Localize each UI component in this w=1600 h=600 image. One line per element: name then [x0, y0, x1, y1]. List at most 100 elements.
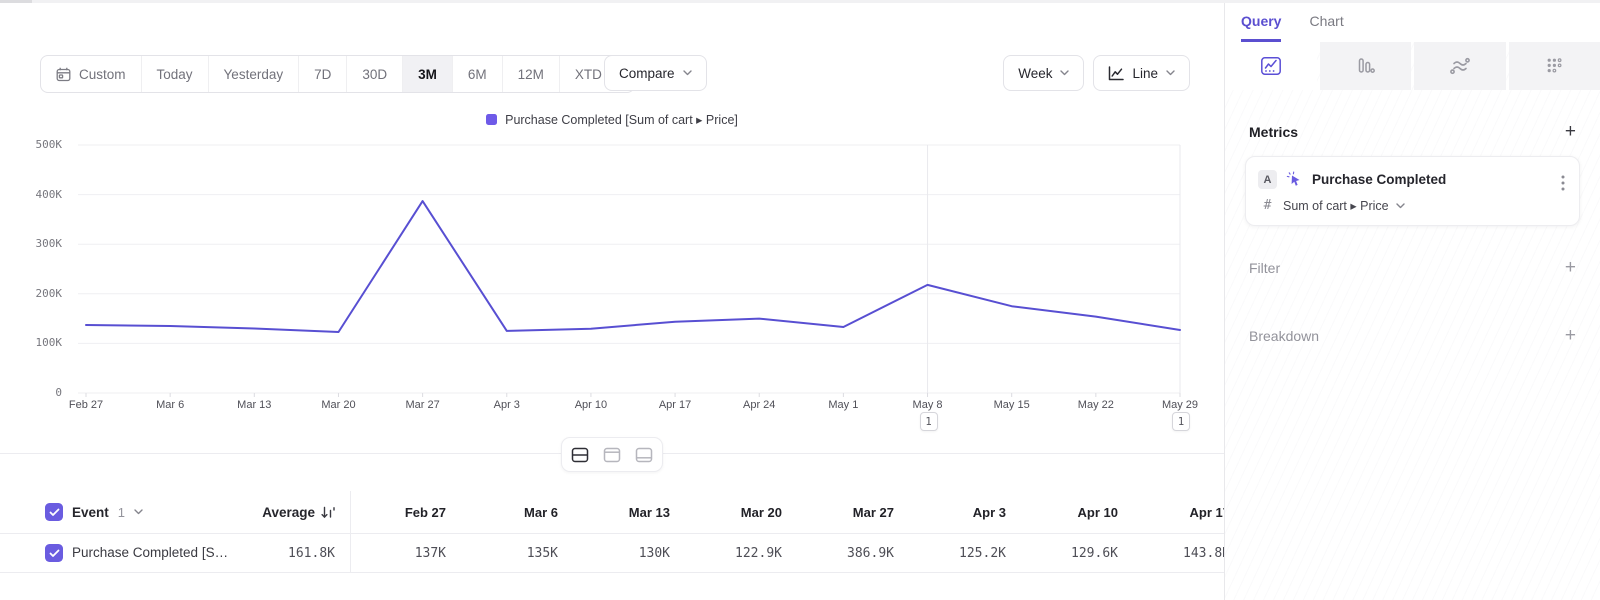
range-today[interactable]: Today: [140, 56, 208, 92]
table-only-view-button[interactable]: [629, 441, 659, 468]
breakdown-table: Event 1 Average Feb 27 Mar 6 Mar 13 Mar 20 M…: [0, 453, 1224, 573]
range-label: Custom: [79, 66, 126, 82]
tab-query[interactable]: Query: [1241, 0, 1282, 42]
chevron-down-icon: [1395, 202, 1405, 208]
flow-chart-tab[interactable]: [1414, 42, 1506, 90]
date-value-cell: 143.8K: [1183, 545, 1224, 561]
legend-swatch: [486, 114, 498, 125]
range-label: Yesterday: [223, 66, 284, 82]
add-breakdown-button[interactable]: +: [1564, 325, 1576, 346]
metrics-section-header: Metrics +: [1249, 121, 1576, 142]
metric-name: Purchase Completed: [1312, 172, 1447, 187]
date-column-header[interactable]: Mar 13: [628, 504, 670, 520]
date-column-header[interactable]: Feb 27: [404, 504, 446, 520]
range-label: 7D: [314, 66, 332, 82]
range-label: 6M: [467, 66, 487, 82]
y-axis-tick-label: 200K: [35, 286, 63, 300]
tab-chart-label: Chart: [1309, 12, 1344, 29]
select-all-checkbox[interactable]: [45, 503, 63, 521]
x-axis-tick-label: Apr 24: [743, 399, 776, 411]
range-label: Today: [156, 66, 193, 82]
date-column-header[interactable]: Apr 17: [1189, 504, 1224, 520]
date-values-row: 137K 135K 130K 122.9K 386.9K 125.2K 129.6K 143.…: [350, 534, 1224, 572]
interval-dropdown[interactable]: Week: [1003, 55, 1085, 91]
y-axis-tick-label: 500K: [35, 138, 63, 151]
series-name: Purchase Completed [Sum of cart ▸ Price]: [72, 545, 230, 560]
metric-options-button[interactable]: [1559, 173, 1567, 196]
legend-series-label: Purchase Completed [Sum of cart ▸ Price]: [505, 113, 738, 127]
table-row[interactable]: Purchase Completed [Sum of cart ▸ Price]…: [0, 534, 1224, 573]
retention-grid-tab[interactable]: [1508, 42, 1600, 90]
compare-label: Compare: [619, 65, 675, 81]
insights-chart-tab[interactable]: [1225, 42, 1317, 90]
x-axis-tick-label: May 1: [828, 399, 859, 411]
tab-query-label: Query: [1241, 12, 1282, 29]
date-columns-header: Feb 27 Mar 6 Mar 13 Mar 20 Mar 27 Apr 3 Apr 10…: [350, 491, 1224, 533]
chevron-down-icon: [1060, 70, 1070, 76]
date-value-cell: 386.9K: [847, 545, 894, 561]
y-axis-tick-label: 400K: [35, 187, 63, 201]
table-only-view-icon: [635, 447, 653, 462]
date-range-selector: Custom Today Yesterday 7D 30D 3M 6M 12M XTD: [40, 55, 635, 93]
range-6m[interactable]: 6M: [451, 56, 502, 92]
compare-button[interactable]: Compare: [604, 55, 707, 91]
y-axis-tick-label: 0: [55, 386, 62, 399]
range-label: 30D: [362, 66, 388, 82]
interval-label: Week: [1018, 65, 1053, 81]
date-value-cell: 122.9K: [735, 545, 782, 561]
average-header-cell[interactable]: Average: [230, 505, 350, 520]
breakdown-section-header: Breakdown +: [1249, 325, 1576, 346]
chart-only-view-button[interactable]: [597, 441, 627, 468]
numeric-property-icon: #: [1263, 198, 1272, 213]
metric-card[interactable]: A Purchase Completed # Sum of cart ▸ Pri…: [1245, 156, 1580, 226]
row-checkbox[interactable]: [45, 544, 63, 562]
split-view-icon: [571, 447, 589, 462]
range-12m[interactable]: 12M: [501, 56, 559, 92]
chevron-down-icon[interactable]: [134, 509, 143, 515]
range-7d[interactable]: 7D: [298, 56, 346, 92]
x-axis-tick-label: Apr 10: [574, 399, 608, 411]
date-column-header[interactable]: Apr 3: [972, 504, 1006, 520]
date-value-cell: 129.6K: [1071, 545, 1118, 561]
date-column-header[interactable]: Mar 6: [524, 504, 558, 520]
filter-title: Filter: [1249, 260, 1281, 276]
annotation-badge[interactable]: 1: [1172, 412, 1190, 431]
window-top-edge: [0, 0, 1600, 3]
chart-type-label: Line: [1132, 65, 1158, 81]
event-header-cell[interactable]: Event 1: [0, 503, 230, 521]
aggregation-selector[interactable]: Sum of cart ▸ Price: [1283, 198, 1405, 213]
split-view-button[interactable]: [565, 441, 595, 468]
sort-descending-icon[interactable]: [321, 506, 335, 519]
bar-chart-tab[interactable]: [1319, 42, 1411, 90]
range-30d[interactable]: 30D: [346, 56, 402, 92]
chart-type-dropdown[interactable]: Line: [1093, 55, 1190, 91]
date-column-header[interactable]: Mar 20: [740, 504, 782, 520]
range-label: 3M: [418, 66, 437, 82]
x-axis-tick-label: Apr 17: [658, 399, 692, 411]
date-value-cell: 137K: [414, 545, 446, 561]
chevron-down-icon: [1166, 70, 1175, 76]
date-value-cell: 130K: [638, 545, 670, 561]
annotation-badge[interactable]: 1: [919, 412, 938, 431]
chevron-down-icon: [682, 70, 692, 76]
line-chart: 0 100K 200K 300K 400K 500K Feb 27 Mar 6 Mar 13 M…: [0, 138, 1224, 434]
bar-chart-icon: [1359, 58, 1376, 73]
x-axis-tick-label: May 22: [1077, 399, 1114, 411]
x-axis-tick-label: May 8: [912, 399, 943, 411]
date-column-header[interactable]: Apr 10: [1077, 504, 1118, 520]
range-yesterday[interactable]: Yesterday: [207, 56, 299, 92]
add-filter-button[interactable]: +: [1564, 257, 1576, 278]
event-count: 1: [117, 504, 125, 520]
add-metric-button[interactable]: +: [1564, 121, 1576, 142]
range-custom[interactable]: Custom: [41, 56, 141, 92]
chart-canvas[interactable]: [70, 138, 1186, 400]
average-value: 161.8K: [288, 545, 335, 561]
date-column-header[interactable]: Mar 27: [852, 504, 894, 520]
metric-card-main-row: A Purchase Completed: [1258, 170, 1565, 189]
range-3m[interactable]: 3M: [402, 56, 452, 92]
query-builder-panel: Query Chart Metrics + A Purchase Complet…: [1224, 0, 1600, 600]
average-column-label: Average: [262, 504, 315, 520]
table-header-row: Event 1 Average Feb 27 Mar 6 Mar 13 Mar 20 M…: [0, 491, 1224, 534]
tab-chart[interactable]: Chart: [1309, 0, 1343, 42]
check-icon: [49, 549, 59, 557]
